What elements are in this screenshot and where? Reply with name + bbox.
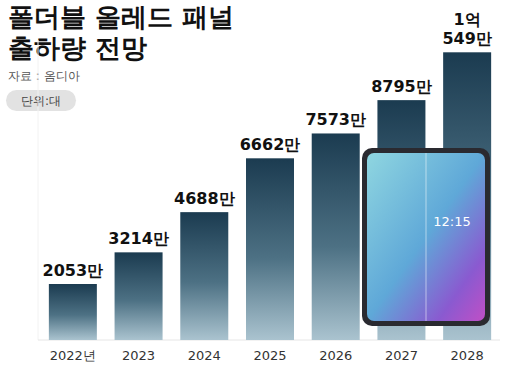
data-label-line: 2053만 bbox=[43, 261, 104, 280]
data-label: 4688만 bbox=[174, 189, 235, 208]
bars bbox=[49, 52, 491, 340]
bar bbox=[115, 252, 163, 340]
phone-fold bbox=[425, 153, 427, 321]
bar bbox=[246, 158, 294, 340]
y-axis-line bbox=[38, 40, 39, 340]
data-label: 1억549만 bbox=[442, 10, 491, 48]
phone-body bbox=[362, 148, 490, 326]
data-label-line: 7573만 bbox=[305, 110, 366, 129]
chart-root: 폴더블 올레드 패널출하량 전망자료 : 옴디아단위:대 12:15 2053만32… bbox=[0, 0, 530, 365]
data-label: 7573만 bbox=[305, 110, 366, 129]
phone-screen bbox=[367, 153, 485, 321]
data-label: 2053만 bbox=[43, 261, 104, 280]
data-label-line: 4688만 bbox=[174, 189, 235, 208]
bar bbox=[312, 133, 360, 340]
x-tick-label: 2027 bbox=[385, 348, 418, 363]
x-tick-label: 2024 bbox=[188, 348, 221, 363]
phone-illustration: 12:15 bbox=[362, 148, 490, 326]
x-tick-label: 2026 bbox=[319, 348, 352, 363]
data-label: 6662만 bbox=[240, 135, 301, 154]
bar bbox=[180, 212, 228, 340]
x-tick-label: 2022년 bbox=[50, 348, 96, 363]
data-label-line: 3214만 bbox=[108, 229, 169, 248]
bar bbox=[49, 284, 97, 340]
data-label-line: 6662만 bbox=[240, 135, 301, 154]
data-label: 3214만 bbox=[108, 229, 169, 248]
chart-svg: 폴더블 올레드 패널출하량 전망자료 : 옴디아단위:대 12:15 2053만32… bbox=[0, 0, 530, 365]
unit-pill bbox=[6, 90, 76, 111]
data-label-line: 1억 bbox=[454, 10, 481, 29]
data-label-line: 549만 bbox=[442, 29, 491, 48]
x-tick-label: 2025 bbox=[253, 348, 286, 363]
unit-label: 단위:대 bbox=[21, 94, 61, 108]
title-line: 폴더블 올레드 패널 bbox=[8, 2, 234, 32]
phone-clock: 12:15 bbox=[433, 214, 470, 229]
data-label: 8795만 bbox=[371, 77, 432, 96]
data-label-line: 8795만 bbox=[371, 77, 432, 96]
x-tick-label: 2023 bbox=[122, 348, 155, 363]
title: 폴더블 올레드 패널출하량 전망 bbox=[8, 2, 234, 63]
x-tick-label: 2028 bbox=[451, 348, 484, 363]
subtitle: 자료 : 옴디아 bbox=[8, 69, 80, 83]
title-line: 출하량 전망 bbox=[8, 33, 147, 63]
